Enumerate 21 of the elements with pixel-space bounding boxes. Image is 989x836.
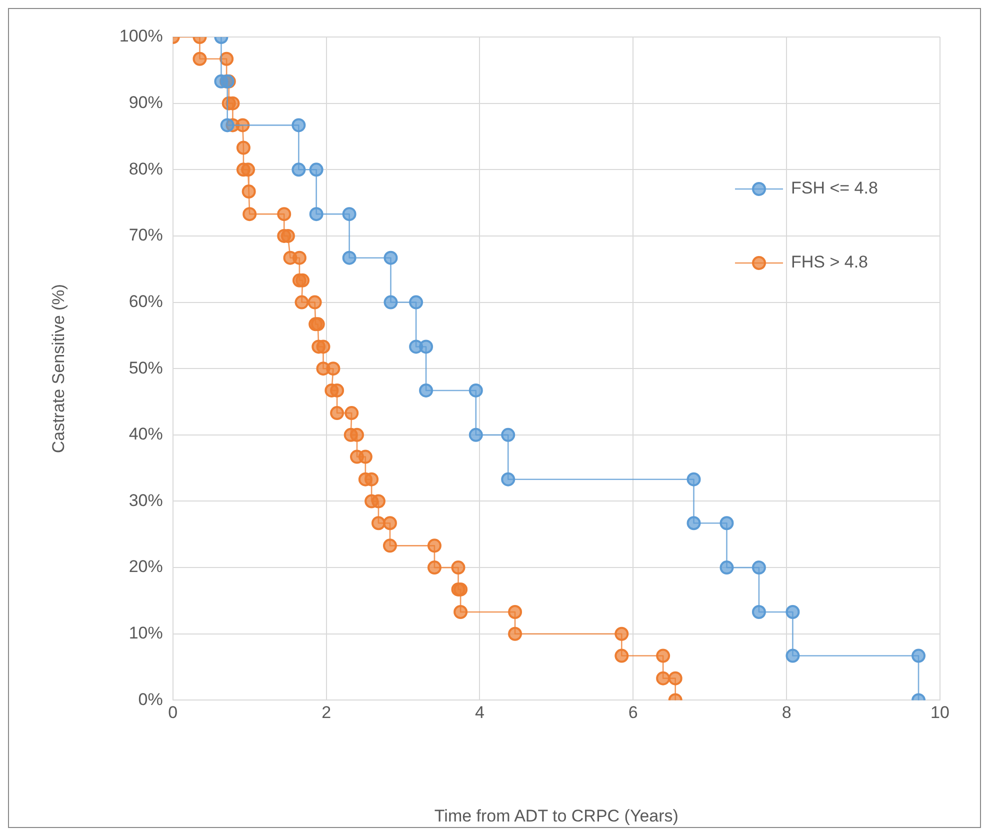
x-tick-label: 10 xyxy=(930,703,950,722)
y-tick-label: 80% xyxy=(128,159,163,178)
y-tick-label: 50% xyxy=(128,358,163,378)
x-tick-label: 0 xyxy=(168,703,178,722)
y-tick-label: 0% xyxy=(138,690,163,709)
y-tick-label: 20% xyxy=(128,557,163,576)
y-axis-title: Castrate Sensitive (%) xyxy=(48,284,68,454)
x-tick-label: 6 xyxy=(628,703,638,722)
x-axis-title: Time from ADT to CRPC (Years) xyxy=(434,806,678,826)
legend-label: FSH <= 4.8 xyxy=(791,178,878,198)
y-tick-label: 60% xyxy=(128,292,163,311)
y-tick-label: 10% xyxy=(128,624,163,643)
y-tick-label: 90% xyxy=(128,93,163,112)
y-tick-label: 70% xyxy=(128,226,163,245)
y-tick-label: 40% xyxy=(128,424,163,444)
legend-label: FHS > 4.8 xyxy=(791,252,868,272)
x-tick-label: 2 xyxy=(322,703,332,722)
y-tick-label: 30% xyxy=(128,490,163,510)
y-tick-label: 100% xyxy=(119,26,163,46)
x-tick-label: 4 xyxy=(474,703,484,722)
x-tick-label: 8 xyxy=(782,703,792,722)
